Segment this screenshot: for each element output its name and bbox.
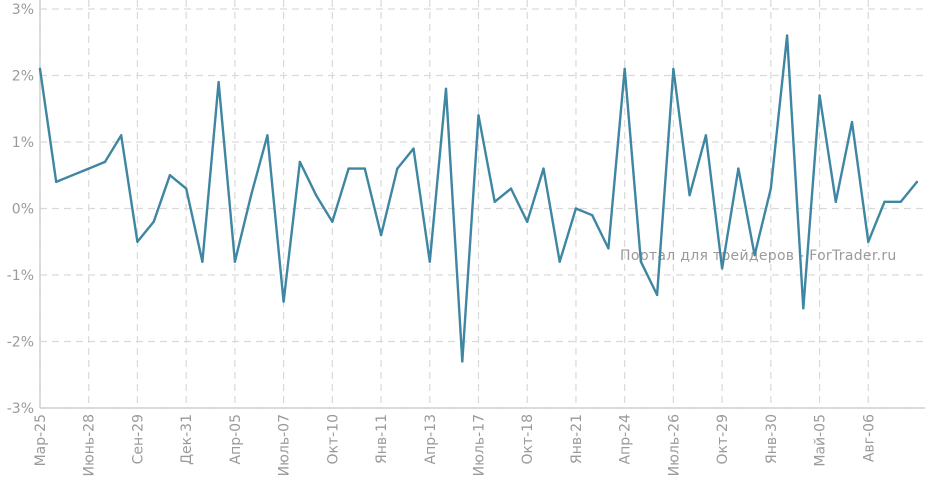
y-tick-label: 1% bbox=[12, 135, 34, 151]
data-point bbox=[509, 187, 513, 190]
data-point bbox=[38, 67, 42, 71]
data-point bbox=[639, 260, 643, 263]
data-point bbox=[282, 300, 285, 303]
data-point bbox=[915, 180, 919, 184]
data-point bbox=[120, 134, 123, 137]
data-point bbox=[298, 160, 302, 164]
watermark-text: Портал для трейдеров - ForTrader.ru bbox=[620, 248, 897, 264]
x-tick-label: Июль-07 bbox=[277, 414, 293, 476]
data-point bbox=[655, 293, 659, 297]
y-axis: 3% 2% 1% 0% -1% -2% -3% bbox=[7, 0, 41, 417]
x-axis: Мар-25 Июнь-28 Сен-29 Дек-31 Апр-05 Июль-07 Ок… bbox=[33, 407, 925, 477]
y-tick-label: 0% bbox=[12, 202, 34, 218]
data-point bbox=[574, 207, 578, 210]
x-tick-label: Янв-30 bbox=[764, 414, 780, 464]
data-point bbox=[704, 134, 708, 137]
data-point bbox=[753, 253, 756, 257]
data-point bbox=[899, 200, 902, 204]
data-point bbox=[542, 167, 545, 170]
data-point bbox=[558, 260, 561, 263]
data-point bbox=[720, 267, 724, 270]
data-point bbox=[152, 220, 155, 223]
data-point bbox=[168, 174, 172, 177]
data-point bbox=[802, 307, 805, 310]
x-tick-label: Янв-21 bbox=[569, 414, 585, 464]
y-tick-label: 2% bbox=[12, 69, 34, 85]
data-point bbox=[461, 360, 464, 363]
x-tick-label: Мар-25 bbox=[33, 414, 49, 466]
data-point bbox=[769, 187, 773, 190]
data-point bbox=[444, 87, 448, 91]
x-tick-label: Июль-26 bbox=[666, 414, 682, 476]
data-point bbox=[314, 194, 318, 197]
data-point bbox=[71, 174, 74, 177]
data-point bbox=[834, 200, 837, 204]
x-tick-label: Окт-10 bbox=[325, 414, 341, 465]
data-point bbox=[607, 247, 610, 250]
data-point bbox=[347, 167, 350, 170]
data-point bbox=[688, 194, 691, 197]
data-point bbox=[850, 120, 854, 124]
data-point bbox=[266, 134, 269, 137]
data-point bbox=[737, 167, 740, 170]
data-point bbox=[867, 240, 870, 243]
data-point bbox=[87, 167, 90, 170]
data-point bbox=[201, 260, 204, 263]
x-tick-label: Апр-13 bbox=[423, 414, 439, 464]
series-group bbox=[38, 34, 919, 363]
x-tick-label: Авг-06 bbox=[861, 414, 877, 462]
data-point bbox=[590, 213, 594, 217]
x-tick-label: Июнь-28 bbox=[82, 414, 98, 477]
data-point bbox=[785, 34, 789, 37]
x-tick-label: Апр-24 bbox=[618, 414, 634, 465]
x-tick-label: Дек-31 bbox=[179, 414, 195, 465]
data-point bbox=[136, 240, 139, 243]
data-point bbox=[55, 180, 58, 184]
data-point bbox=[217, 80, 220, 84]
data-point bbox=[526, 220, 529, 223]
x-tick-label: Апр-05 bbox=[228, 414, 244, 464]
data-point bbox=[672, 67, 675, 71]
x-tick-label: Окт-29 bbox=[715, 414, 731, 465]
y-tick-label: -2% bbox=[7, 335, 34, 351]
data-point bbox=[818, 94, 821, 97]
x-tick-label: Май-05 bbox=[813, 414, 829, 467]
y-tick-label: -1% bbox=[7, 268, 34, 284]
data-point bbox=[623, 67, 626, 71]
data-point bbox=[428, 260, 431, 263]
x-tick-label: Янв-11 bbox=[374, 414, 390, 464]
data-point bbox=[379, 233, 383, 237]
data-point bbox=[493, 200, 496, 204]
x-tick-label: Июль-17 bbox=[472, 414, 488, 476]
data-point bbox=[249, 194, 253, 197]
y-tick-label: 3% bbox=[12, 2, 34, 18]
data-point bbox=[412, 147, 415, 150]
x-tick-label: Окт-18 bbox=[520, 414, 536, 465]
data-point bbox=[396, 167, 399, 170]
data-point bbox=[184, 187, 188, 190]
data-point bbox=[103, 160, 107, 164]
data-point bbox=[363, 167, 367, 170]
data-point bbox=[477, 114, 480, 117]
data-point bbox=[233, 260, 237, 263]
x-tick-label: Сен-29 bbox=[130, 414, 146, 464]
y-tick-label: -3% bbox=[7, 401, 34, 417]
data-point bbox=[883, 200, 886, 204]
data-point bbox=[331, 220, 334, 223]
grid-lines bbox=[39, 0, 925, 409]
